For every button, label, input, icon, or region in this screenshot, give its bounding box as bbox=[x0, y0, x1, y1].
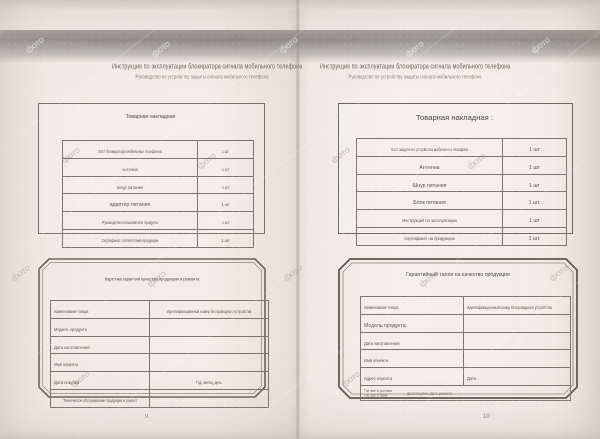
table-row: Имя клиента bbox=[360, 349, 571, 369]
warranty-footer-left: Техническое обслуживание продукции и рем… bbox=[63, 398, 137, 404]
warranty-title-right: Гарантийный талон на качество продукции bbox=[406, 272, 510, 278]
table-row: Хост блокиратора мобильных телефонов 1 ш… bbox=[62, 140, 254, 159]
warranty-row-label: Имя клиента bbox=[364, 357, 389, 364]
table-row: Сертификат на продукцию 1 шт. bbox=[356, 226, 567, 246]
table-row: Шнур питания 1 шт bbox=[356, 173, 567, 193]
warranty-row-value[interactable]: Год, месяц, день bbox=[196, 380, 222, 386]
page-number-left: 9 bbox=[145, 414, 149, 420]
invoice-item-qty: 1 шт bbox=[529, 218, 540, 225]
invoice-item-qty: 1 шт. bbox=[528, 200, 541, 207]
warranty-table-right: Наименование товара Идентификационный но… bbox=[360, 296, 571, 401]
header-subtitle-right: Руководство по устройству защиты сигнала… bbox=[348, 73, 482, 80]
page-number-right: 10 bbox=[483, 414, 490, 420]
table-row: Техническое обслуживание продукции и рем… bbox=[50, 388, 269, 408]
page-bottom-edge bbox=[0, 431, 600, 439]
table-row: адаптер питания 1 шт bbox=[62, 193, 254, 213]
warranty-row-label: Дата покупки bbox=[54, 379, 79, 386]
invoice-item-name: антенна bbox=[122, 166, 138, 173]
invoice-table-right-body: Хост защитного устройства мобильного тел… bbox=[356, 138, 567, 246]
warranty-table-left-body: Наименование товара Идентификационный но… bbox=[50, 300, 269, 408]
warranty-footer-en-1: The date of purchase bbox=[364, 388, 393, 393]
warranty-title-left: Карточка гарантии качества продукции и р… bbox=[104, 275, 200, 282]
page-top-edge bbox=[0, 0, 600, 10]
header-band bbox=[0, 30, 600, 56]
warranty-col-left-header: Наименование товара bbox=[364, 305, 399, 311]
invoice-table-left-body: Хост блокиратора мобильных телефонов 1 ш… bbox=[62, 140, 254, 248]
table-row: Блок питания 1 шт. bbox=[356, 191, 567, 211]
invoice-item-name: Хост блокиратора мобильных телефонов bbox=[98, 149, 162, 155]
warranty-footer-en-2: The date of repair bbox=[364, 392, 388, 398]
table-row: Модель продукта bbox=[50, 317, 269, 337]
invoice-item-qty: 1 шт bbox=[222, 167, 229, 173]
table-row: Инструкция по эксплуатации 1 шт bbox=[356, 209, 567, 228]
table-row: Наименование товара Идентификационный но… bbox=[50, 300, 269, 319]
invoice-item-qty: 1 шт bbox=[529, 164, 540, 171]
warranty-row-label: Имя клиента bbox=[54, 361, 79, 368]
warranty-box-right bbox=[338, 258, 578, 399]
invoice-item-qty: 1 шт bbox=[529, 182, 540, 189]
table-row: Дата изготовления bbox=[360, 331, 571, 351]
warranty-col-right-header: Идентификационный номер беспроводного ус… bbox=[166, 309, 252, 315]
invoice-item-qty: 1 шт bbox=[222, 184, 229, 190]
invoice-item-qty: 1 шт bbox=[222, 149, 229, 155]
page-header-right: Инструкция по эксплуатации блокиратора с… bbox=[320, 62, 511, 80]
warranty-col-right-header: Идентификационный номер беспроводного ус… bbox=[467, 305, 552, 311]
table-row: Дата покупки Год, месяц, день bbox=[50, 371, 269, 390]
warranty-row-label: Дата изготовления bbox=[54, 343, 90, 350]
table-row: Хост защитного устройства мобильного тел… bbox=[356, 138, 567, 157]
invoice-item-qty: 1 шт bbox=[222, 220, 229, 226]
table-row: Имя клиента bbox=[50, 353, 269, 373]
header-title-left: Инструкция по эксплуатации блокиратора с… bbox=[112, 62, 303, 72]
table-row: Сертификат соответствия продукции 1 шт bbox=[62, 228, 254, 248]
warranty-row-value[interactable]: Дата bbox=[467, 375, 477, 382]
header-title-right: Инструкция по эксплуатации блокиратора с… bbox=[320, 62, 511, 72]
warranty-table-right-body: Наименование товара Идентификационный но… bbox=[360, 296, 571, 401]
warranty-row-label: Модель продукта bbox=[54, 326, 87, 333]
invoice-item-name: Антенна bbox=[419, 164, 440, 171]
invoice-item-qty: 1 шт. bbox=[528, 235, 541, 242]
invoice-title-right: Товарная накладная : bbox=[416, 113, 493, 122]
invoice-item-qty: 1 шт bbox=[529, 147, 540, 153]
invoice-item-qty: 1 шт bbox=[221, 201, 230, 208]
invoice-title-left: Товарная накладная bbox=[125, 114, 176, 120]
warranty-row-label: Дата изготовления bbox=[364, 339, 400, 346]
invoice-item-name: Шнур питания bbox=[412, 182, 447, 189]
page-header-left: Инструкция по эксплуатации блокиратора с… bbox=[112, 62, 303, 80]
table-row: Адрес клиента Дата bbox=[360, 367, 571, 386]
invoice-item-name: Инструкция по эксплуатации bbox=[402, 217, 457, 224]
warranty-frame-right bbox=[338, 258, 578, 399]
invoice-item-name: Сертификат на продукцию bbox=[404, 235, 455, 242]
invoice-item-qty: 1 шт bbox=[221, 237, 230, 244]
warranty-row-label: Модель продукта bbox=[364, 322, 406, 329]
invoice-item-name: адаптер питания bbox=[109, 202, 151, 209]
warranty-footer-ru-stamp: Дата покупки / Дата ремонта bbox=[407, 391, 453, 397]
invoice-item-name: Хост защитного устройства мобильного тел… bbox=[390, 147, 469, 153]
warranty-table-left: Наименование товара Идентификационный но… bbox=[50, 300, 269, 408]
table-row: антенна 1 шт bbox=[62, 157, 254, 177]
table-row: The date of purchase The date of repair … bbox=[360, 384, 571, 401]
table-row: Модель продукта bbox=[360, 313, 571, 333]
invoice-item-name: Блок питания bbox=[413, 200, 446, 207]
table-row: Антенна 1 шт bbox=[356, 155, 567, 175]
page-left: Инструкция по эксплуатации блокиратора с… bbox=[0, 0, 303, 439]
header-subtitle-left: Руководство по устройству защиты сигнала… bbox=[135, 73, 269, 80]
invoice-table-right: Хост защитного устройства мобильного тел… bbox=[356, 138, 567, 246]
invoice-item-name: Сертификат соответствия продукции bbox=[101, 238, 159, 244]
table-row: шнур питания 1 шт bbox=[62, 175, 254, 195]
page-right: Инструкция по эксплуатации блокиратора с… bbox=[298, 0, 600, 439]
table-row: Наименование товара Идентификационный но… bbox=[360, 296, 571, 315]
header-band-shadow bbox=[0, 56, 600, 63]
warranty-row-label: Адрес клиента bbox=[364, 375, 393, 382]
invoice-item-name: шнур питания bbox=[116, 183, 144, 190]
invoice-table-left: Хост блокиратора мобильных телефонов 1 ш… bbox=[62, 140, 254, 248]
warranty-col-left-header: Наименование товара bbox=[54, 309, 89, 315]
invoice-item-name: Руководство пользователя продукта bbox=[102, 220, 158, 226]
table-row: Руководство пользователя продукта 1 шт bbox=[62, 211, 254, 230]
table-row: Дата изготовления bbox=[50, 335, 269, 355]
page-gutter bbox=[296, 0, 300, 439]
